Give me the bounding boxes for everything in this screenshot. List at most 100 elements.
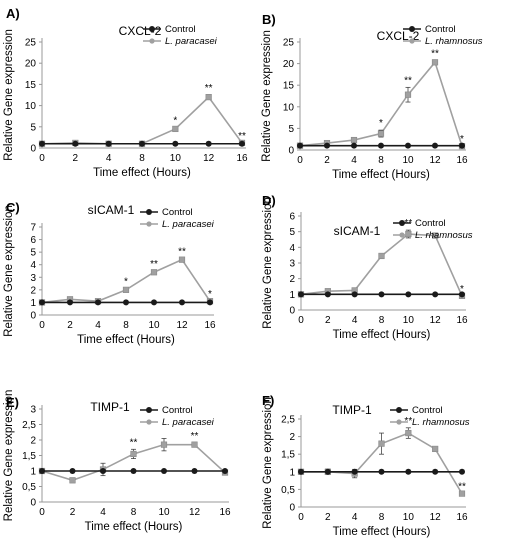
data-point — [432, 291, 439, 298]
data-point — [459, 468, 465, 475]
x-tick-label: 2 — [325, 512, 331, 523]
x-axis-label: Time effect (Hours) — [93, 167, 191, 179]
y-axis-label: Relative Gene expression — [262, 197, 274, 329]
data-point — [222, 468, 228, 474]
y-tick-label: 3 — [30, 405, 36, 416]
legend-marker — [409, 26, 415, 32]
data-point — [130, 468, 137, 474]
y-tick-label: 10 — [283, 102, 295, 113]
y-tick-label: 2,5 — [281, 415, 295, 426]
y-tick-label: 0 — [30, 144, 36, 155]
data-point — [297, 142, 303, 149]
significance-label: ** — [178, 246, 186, 257]
x-tick-label: 12 — [203, 153, 215, 164]
legend-label: Control — [425, 24, 456, 35]
series-control — [39, 299, 213, 306]
data-point — [432, 232, 439, 239]
y-tick-label: 3 — [289, 259, 295, 270]
data-point — [405, 429, 412, 437]
y-tick-label: 5 — [289, 227, 295, 238]
data-point — [139, 140, 145, 147]
x-tick-label: 16 — [456, 155, 468, 166]
data-point — [378, 252, 385, 260]
x-tick-label: 4 — [95, 320, 101, 331]
y-tick-label: 0,5 — [22, 482, 36, 493]
data-point — [69, 468, 76, 474]
data-point — [351, 468, 358, 475]
panel-label: C) — [6, 200, 20, 215]
y-tick-label: 1 — [30, 298, 36, 309]
series-control — [39, 468, 228, 474]
data-point — [69, 477, 76, 484]
data-point — [298, 291, 304, 298]
data-point — [172, 140, 179, 147]
x-tick-label: 0 — [297, 155, 303, 166]
chart-title: TIMP-1 — [90, 400, 130, 414]
x-tick-label: 2 — [324, 155, 330, 166]
y-tick-label: 2,5 — [22, 420, 36, 431]
series-line — [300, 233, 463, 297]
x-tick-label: 4 — [352, 315, 358, 326]
legend-marker — [146, 221, 152, 227]
y-tick-label: 15 — [283, 81, 295, 92]
data-point — [459, 291, 465, 298]
data-point — [130, 450, 137, 458]
x-tick-label: 4 — [351, 155, 357, 166]
y-tick-label: 0,5 — [281, 485, 295, 496]
chart-title: CXCL-2 — [377, 29, 420, 43]
data-point — [459, 142, 465, 149]
chart-title: sICAM-1 — [88, 203, 135, 217]
x-axis-label: Time effect (Hours) — [332, 169, 430, 181]
y-tick-label: 20 — [25, 59, 37, 70]
data-point — [405, 291, 412, 298]
legend-marker — [146, 407, 152, 413]
significance-label: * — [124, 277, 128, 288]
significance-label: ** — [404, 75, 412, 86]
data-point — [205, 94, 212, 101]
data-point — [172, 125, 179, 133]
data-point — [207, 299, 213, 306]
significance-label: ** — [404, 416, 412, 427]
legend-label: L. rhamnosus — [412, 417, 470, 428]
significance-label: ** — [458, 482, 466, 493]
x-tick-label: 8 — [139, 153, 145, 164]
series-control — [298, 291, 465, 298]
x-tick-label: 12 — [176, 320, 188, 331]
y-tick-label: 25 — [25, 38, 37, 49]
y-tick-label: 5 — [30, 248, 36, 259]
x-tick-label: 16 — [204, 320, 216, 331]
data-point — [324, 468, 331, 475]
y-tick-label: 0 — [288, 146, 294, 157]
legend-label: L. paracasei — [162, 417, 215, 428]
x-tick-label: 10 — [170, 153, 182, 164]
data-point — [39, 468, 45, 474]
series-treatment: ***** — [38, 83, 246, 147]
chart-title: TIMP-1 — [332, 403, 372, 417]
series-control — [39, 140, 245, 147]
data-point — [378, 142, 384, 149]
y-tick-label: 1 — [30, 467, 36, 478]
significance-label: ** — [130, 437, 138, 448]
x-tick-label: 0 — [39, 320, 45, 331]
x-tick-label: 2 — [325, 315, 331, 326]
x-tick-label: 12 — [430, 315, 442, 326]
y-tick-label: 1 — [289, 467, 295, 478]
legend-marker — [409, 38, 415, 44]
significance-label: * — [460, 134, 464, 145]
data-point — [405, 142, 411, 149]
legend-label: L. rhamnosus — [415, 230, 473, 241]
panel-a: A) CXCL-2 0 5 10 15 20 25 0 2 4 8 10 12 16 Time effect … — [3, 6, 248, 179]
y-tick-label: 5 — [30, 122, 36, 133]
x-axis-label: Time effect (Hours) — [333, 526, 431, 538]
data-point — [191, 468, 198, 474]
x-tick-label: 4 — [106, 153, 112, 164]
y-axis-label: Relative Gene expression — [261, 30, 273, 162]
data-point — [161, 468, 167, 474]
series-control — [297, 142, 465, 149]
significance-label: ** — [205, 83, 213, 94]
panel-label: F) — [262, 393, 274, 408]
